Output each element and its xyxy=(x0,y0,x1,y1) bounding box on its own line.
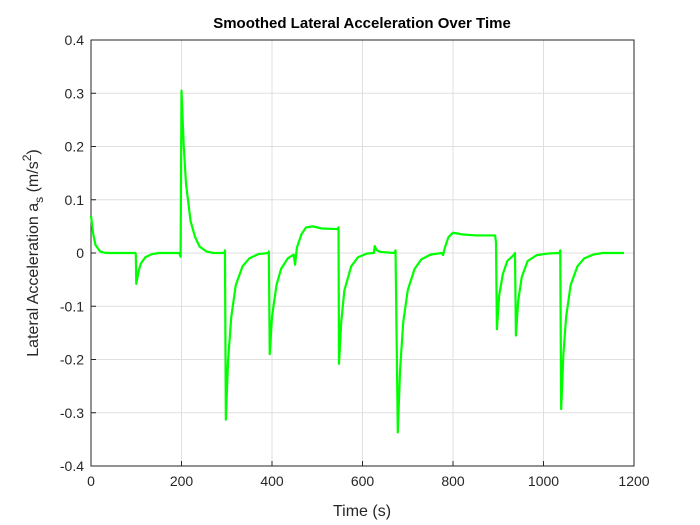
y-axis-label: Lateral Acceleration as (m/s2) xyxy=(20,149,46,356)
x-tick-label: 800 xyxy=(441,473,465,489)
x-tick-label: 600 xyxy=(351,473,375,489)
y-tick-label: -0.2 xyxy=(60,352,84,368)
y-tick-label: -0.3 xyxy=(60,405,84,421)
y-tick-label: -0.4 xyxy=(60,458,84,474)
chart-title: Smoothed Lateral Acceleration Over Time xyxy=(213,15,511,32)
x-tick-label: 0 xyxy=(87,473,95,489)
plot-frame xyxy=(90,39,635,467)
x-tick-label: 400 xyxy=(260,473,284,489)
y-label-text: Lateral Acceleration a xyxy=(25,203,42,357)
y-tick-label: 0.3 xyxy=(65,85,85,101)
y-label-sup: 2 xyxy=(20,154,34,161)
y-label-text: ) xyxy=(25,149,42,154)
y-tick-label: -0.1 xyxy=(60,298,84,314)
x-tick-label: 1000 xyxy=(528,473,559,489)
y-tick-label: 0 xyxy=(76,245,84,261)
y-tick-label: 0.4 xyxy=(65,32,85,48)
y-tick-label: 0.1 xyxy=(65,192,85,208)
y-tick-label: 0.2 xyxy=(65,139,85,155)
x-tick-label: 200 xyxy=(170,473,194,489)
x-axis-label: Time (s) xyxy=(333,503,391,520)
x-tick-label: 1200 xyxy=(618,473,649,489)
y-label-text: (m/s xyxy=(25,161,42,197)
y-label-sub: s xyxy=(32,197,46,203)
data-line xyxy=(89,89,625,434)
